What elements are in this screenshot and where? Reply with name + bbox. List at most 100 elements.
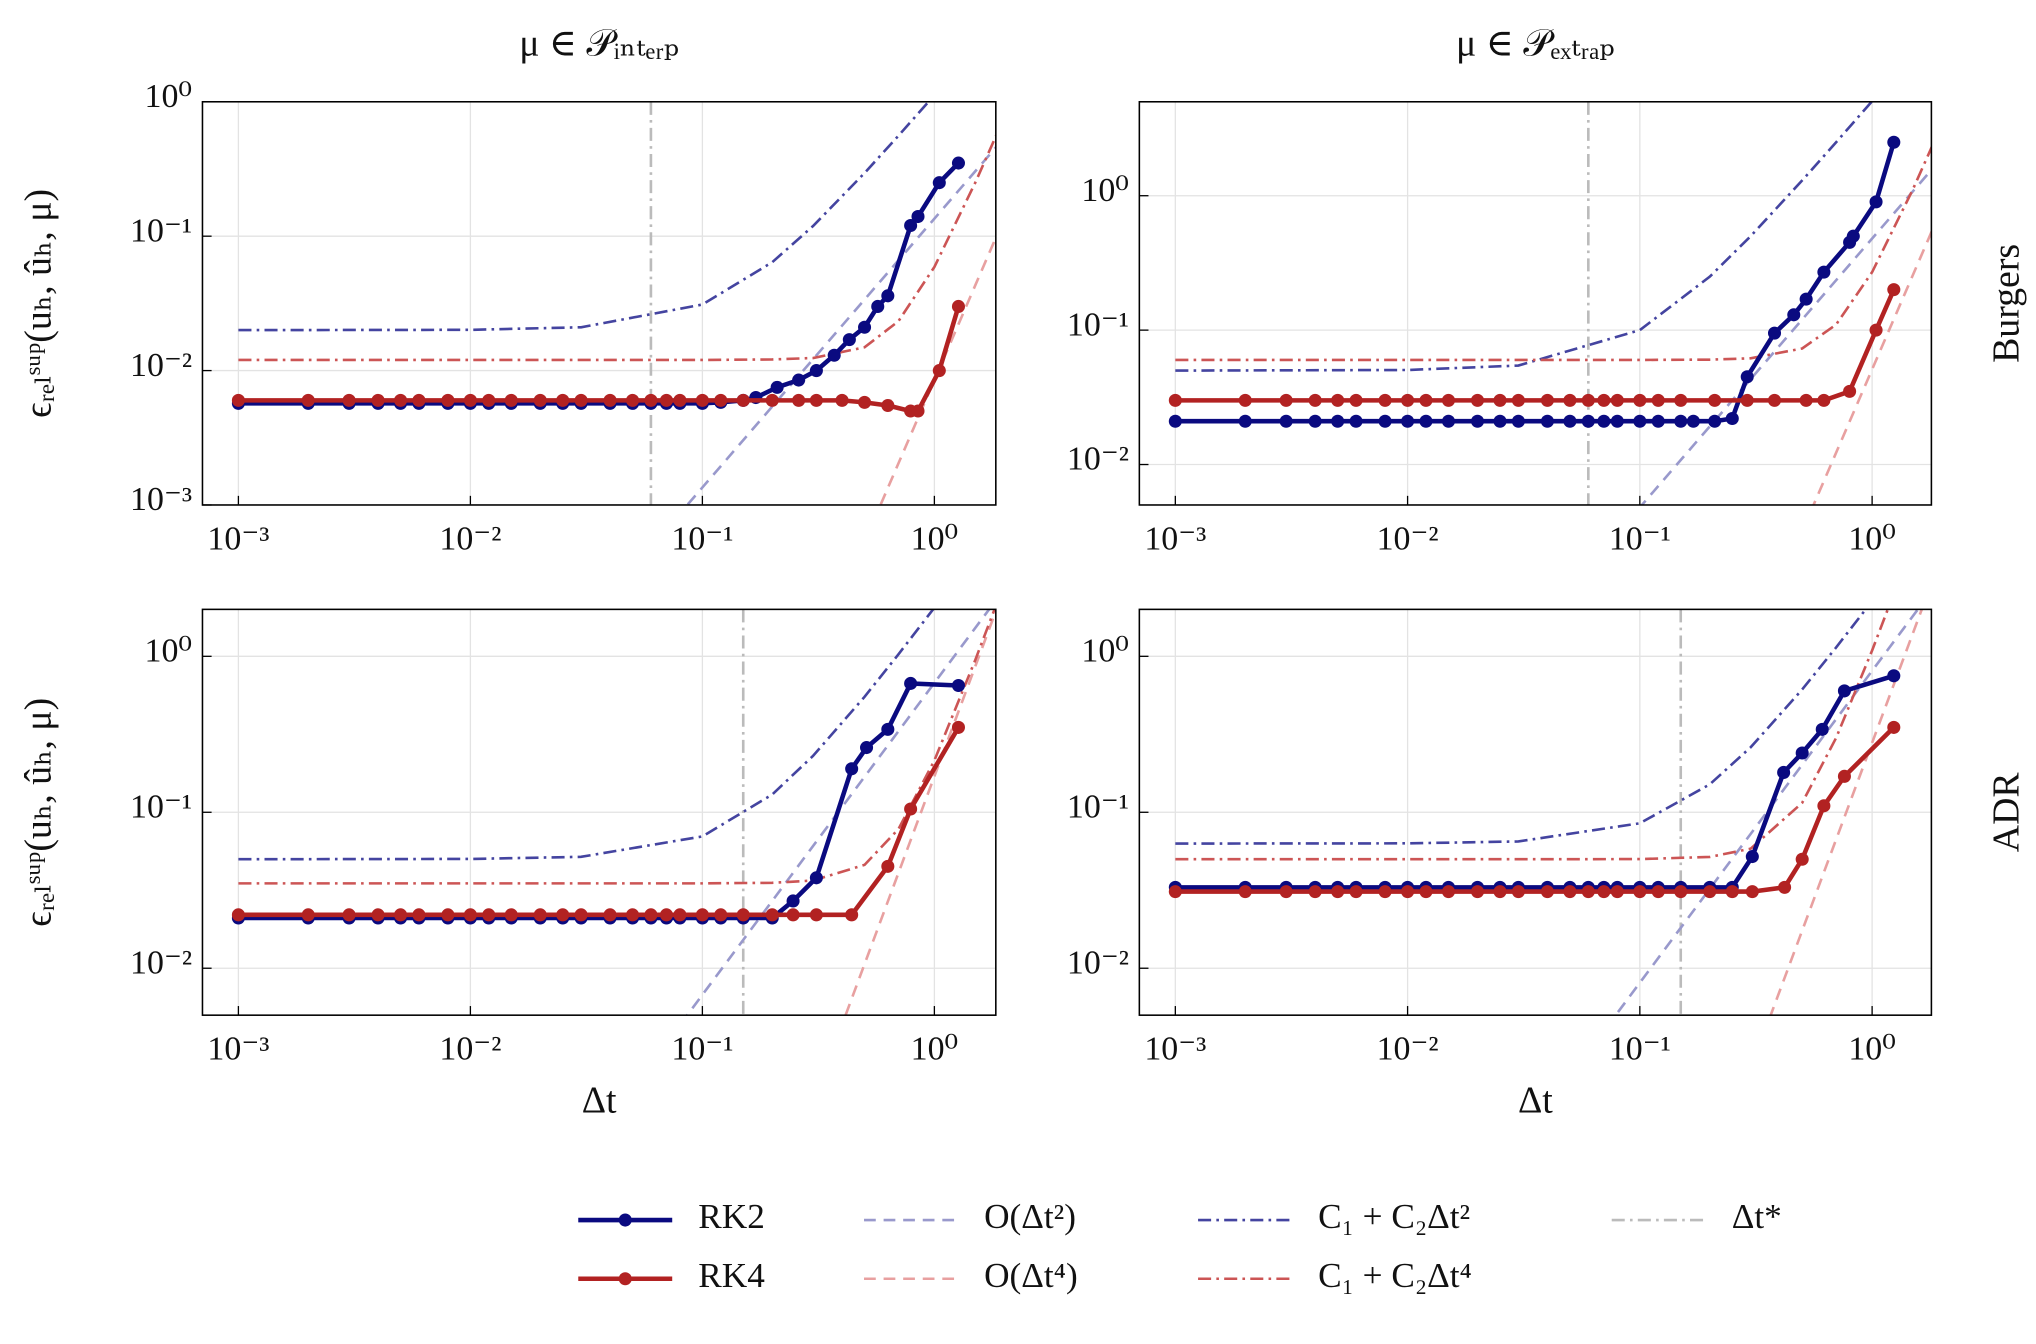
point <box>1651 393 1665 407</box>
point <box>574 908 588 922</box>
point <box>1563 414 1577 428</box>
point <box>881 398 895 412</box>
point <box>412 908 426 922</box>
y-tick-label: 10⁰ <box>145 632 193 669</box>
point <box>1581 885 1595 899</box>
point <box>1674 885 1688 899</box>
x-tick-label: 10⁻² <box>439 1030 501 1067</box>
legend-label: C₁ + C₂Δt² <box>1318 1197 1470 1236</box>
x-tick-label: 10⁻² <box>1377 520 1439 557</box>
point <box>1633 414 1647 428</box>
point <box>1493 414 1507 428</box>
plot-area <box>1168 609 1924 1016</box>
point <box>1168 885 1182 899</box>
point <box>809 871 823 885</box>
point <box>1633 393 1647 407</box>
x-tick-label: 10⁻¹ <box>1609 520 1671 557</box>
point <box>1349 885 1363 899</box>
point <box>809 908 823 922</box>
y-tick-label: 10⁻² <box>130 347 192 384</box>
column-title: μ ∈ 𝒫ₑₓₜᵣₐₚ <box>1456 23 1615 65</box>
point <box>1837 769 1851 783</box>
point <box>1817 799 1831 813</box>
plot-area <box>231 101 996 505</box>
series-line <box>685 145 996 505</box>
point <box>371 393 385 407</box>
point <box>1308 393 1322 407</box>
point <box>1238 393 1252 407</box>
point <box>394 393 408 407</box>
point <box>1511 414 1525 428</box>
series-line <box>844 609 996 1016</box>
row-label: Burgers <box>1985 244 2027 363</box>
series-line <box>1175 725 1896 894</box>
series-line <box>1175 144 1932 362</box>
series-line <box>238 161 961 406</box>
point <box>1581 393 1595 407</box>
point <box>809 364 823 378</box>
point <box>1540 393 1554 407</box>
point <box>231 908 245 922</box>
point <box>1563 885 1577 899</box>
x-tick-label: 10⁰ <box>1848 1030 1896 1067</box>
point <box>1846 229 1860 243</box>
point <box>1168 393 1182 407</box>
point <box>792 393 806 407</box>
y-tick-label: 10⁻² <box>1067 441 1129 478</box>
point <box>1331 393 1345 407</box>
x-tick-label: 10⁻³ <box>207 1030 269 1067</box>
point <box>1441 885 1456 899</box>
point <box>786 894 800 908</box>
point <box>1401 885 1415 899</box>
point <box>1563 393 1577 407</box>
point <box>1441 414 1456 428</box>
point <box>626 908 640 922</box>
x-tick-label: 10⁻² <box>1377 1030 1439 1067</box>
legend-marker <box>618 1272 632 1286</box>
point <box>1740 393 1754 407</box>
point <box>714 393 728 407</box>
point <box>533 908 547 922</box>
point <box>1887 720 1901 734</box>
point <box>463 393 477 407</box>
point <box>1238 885 1252 899</box>
point <box>765 908 779 922</box>
point <box>342 393 356 407</box>
point <box>827 348 841 362</box>
point <box>1815 722 1829 736</box>
x-tick-label: 10⁰ <box>1848 520 1896 557</box>
point <box>1633 885 1647 899</box>
point <box>1331 414 1345 428</box>
point <box>1540 414 1554 428</box>
y-tick-label: 10⁻² <box>130 944 192 981</box>
point <box>574 393 588 407</box>
point <box>932 364 946 378</box>
point <box>504 908 518 922</box>
point <box>1308 885 1322 899</box>
point <box>765 393 779 407</box>
point <box>1837 684 1851 698</box>
point <box>904 219 918 233</box>
axes-frame <box>201 608 997 1016</box>
point <box>1674 414 1688 428</box>
point <box>911 404 925 418</box>
y-tick-label: 10⁻¹ <box>130 212 192 249</box>
point <box>1745 885 1759 899</box>
point <box>1493 393 1507 407</box>
point <box>951 299 965 313</box>
point <box>714 908 728 922</box>
x-tick-label: 10⁰ <box>911 1030 959 1067</box>
point <box>1401 393 1415 407</box>
legend-label: RK4 <box>698 1256 765 1295</box>
y-tick-label: 10⁻¹ <box>130 788 192 825</box>
point <box>1419 414 1433 428</box>
legend-label: C₁ + C₂Δt⁴ <box>1318 1256 1472 1295</box>
point <box>695 393 709 407</box>
y-tick-label: 10⁻¹ <box>1067 788 1129 825</box>
point <box>1651 414 1665 428</box>
series-line <box>238 133 996 362</box>
point <box>1869 195 1883 209</box>
point <box>463 908 477 922</box>
legend-label: O(Δt²) <box>984 1197 1076 1236</box>
